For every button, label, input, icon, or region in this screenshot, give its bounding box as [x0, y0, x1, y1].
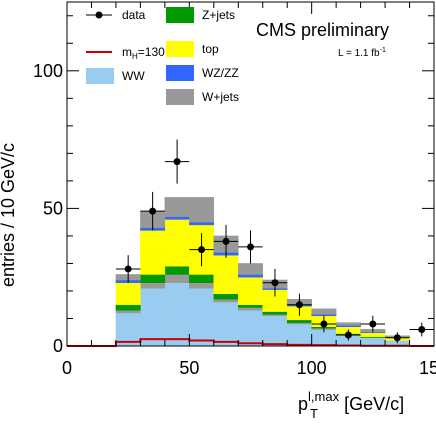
- x-axis-title-sub: T: [310, 406, 318, 420]
- legend-data-marker: [95, 11, 103, 19]
- bar-w-jets-2: [164, 197, 190, 217]
- bar-ww-2: [164, 282, 190, 347]
- bar-w-jets-8: [311, 308, 337, 315]
- data-point-6: [271, 279, 279, 287]
- legend-signal-m: m: [122, 45, 132, 59]
- legend-signal-sub: H: [132, 52, 138, 61]
- luminosity-exponent: -1: [380, 47, 386, 54]
- legend-label-l0: data: [122, 8, 146, 22]
- bar-ww-6: [262, 315, 288, 347]
- bar-w-jets-3: [189, 197, 215, 223]
- bar-ww-3: [189, 287, 215, 347]
- bar-z-jets-3: [189, 274, 215, 283]
- data-points: [115, 139, 434, 344]
- x-tick-label-150: 150: [419, 358, 436, 378]
- luminosity-label: L = 1.1 fb-1: [338, 47, 386, 59]
- x-axis-title-main: p: [298, 394, 308, 414]
- bar-wz-zz-3: [189, 221, 215, 226]
- x-tick-label-0: 0: [62, 358, 72, 378]
- bar-wz-zz-2: [164, 216, 190, 220]
- x-tick-label-100: 100: [297, 358, 327, 378]
- legend-swatch-r0: [166, 7, 194, 23]
- bar-z-jets-6: [262, 311, 288, 315]
- data-point-9: [344, 331, 352, 339]
- bar-top-1: [140, 230, 166, 275]
- data-point-7: [295, 301, 303, 309]
- bar-w-jets-5: [238, 307, 263, 311]
- bar-w-jets-3: [189, 282, 215, 289]
- legend-swatch-r3: [166, 89, 194, 105]
- x-axis-title-sup: l,max: [308, 389, 340, 404]
- bar-w-jets-2: [164, 274, 190, 283]
- data-point-5: [247, 243, 254, 251]
- data-point-8: [320, 320, 328, 328]
- data-point-10: [369, 320, 377, 328]
- data-point-12: [418, 325, 426, 333]
- luminosity-text: L = 1.1 fb: [338, 48, 380, 59]
- legend-label-r2: WZ/ZZ: [202, 66, 239, 80]
- plot-frame: [66, 1, 435, 347]
- bar-w-jets-0: [115, 309, 141, 314]
- bar-top-4: [213, 254, 239, 294]
- bar-z-jets-5: [238, 304, 263, 308]
- data-point-2: [173, 158, 181, 166]
- legend-label-l2: WW: [122, 69, 145, 83]
- x-axis-title: pl,max [GeV/c]: [298, 389, 404, 414]
- data-point-4: [222, 237, 230, 245]
- y-tick-label-50: 50: [43, 198, 63, 218]
- bar-ww-1: [140, 287, 166, 347]
- x-axis-title-unit: [GeV/c]: [339, 394, 404, 414]
- bar-w-jets-1: [140, 282, 166, 289]
- legend-label-r1: top: [202, 42, 219, 56]
- bar-ww-0: [115, 312, 141, 347]
- y-axis-title: entries / 10 GeV/c: [0, 143, 18, 287]
- bar-top-5: [238, 276, 263, 305]
- data-point-11: [393, 334, 401, 342]
- data-point-3: [198, 246, 206, 254]
- legend-signal-rest: =130: [138, 45, 165, 59]
- bar-ww-4: [213, 301, 239, 347]
- legend-swatch-l2: [86, 68, 114, 84]
- bar-w-jets-4: [213, 298, 239, 303]
- cms-preliminary-label: CMS preliminary: [256, 20, 389, 40]
- legend-label-r0: Z+jets: [202, 8, 235, 22]
- legend-label-r3: W+jets: [202, 90, 239, 104]
- bar-w-jets-5: [238, 263, 263, 275]
- bar-top-0: [115, 282, 141, 305]
- bar-top-10: [360, 332, 386, 338]
- bar-wz-zz-5: [238, 274, 263, 278]
- x-tick-label-50: 50: [179, 358, 199, 378]
- bar-z-jets-4: [213, 293, 239, 300]
- y-tick-label-100: 100: [33, 61, 63, 81]
- stacked-bars: [115, 197, 410, 347]
- bar-z-jets-0: [115, 304, 141, 311]
- bar-w-jets-9: [335, 322, 361, 326]
- bar-z-jets-1: [140, 274, 166, 283]
- data-point-0: [124, 265, 132, 273]
- legend-swatch-r1: [166, 41, 194, 57]
- bar-ww-7: [286, 323, 312, 347]
- bar-top-2: [164, 219, 190, 267]
- legend-label-l1: mH=130: [122, 45, 165, 61]
- bar-z-jets-7: [286, 319, 312, 323]
- bar-ww-5: [238, 309, 263, 347]
- bar-z-jets-2: [164, 265, 190, 275]
- data-point-1: [149, 207, 157, 215]
- y-tick-label-0: 0: [53, 336, 63, 356]
- legend: data mH=130 WW Z+jets top WZ/ZZ W+jets: [86, 7, 239, 105]
- legend-swatch-r2: [166, 65, 194, 81]
